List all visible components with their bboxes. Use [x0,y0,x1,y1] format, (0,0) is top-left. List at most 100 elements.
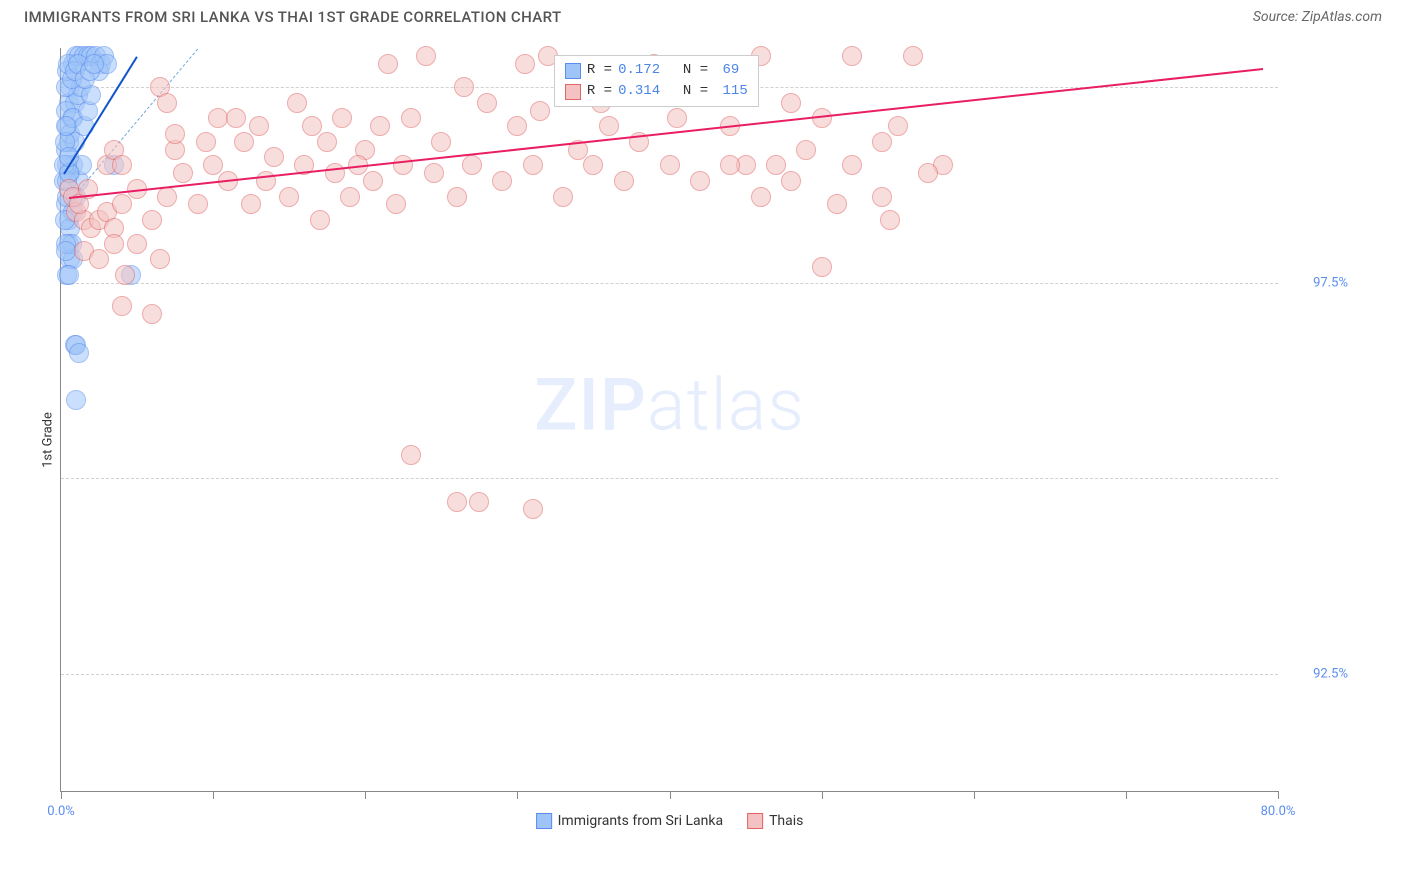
plot-area: ZIPatlas 92.5%97.5%0.0%80.0%R =0.172 N =… [60,48,1278,792]
stats-label-n: N = [666,81,708,102]
scatter-marker [507,116,527,136]
scatter-marker [188,194,208,214]
scatter-marker [89,249,109,269]
scatter-marker [196,132,216,152]
scatter-marker [59,265,79,285]
gridline [61,674,1278,675]
x-tick [974,791,975,799]
scatter-marker [69,343,89,363]
scatter-marker [173,163,193,183]
scatter-marker [880,210,900,230]
scatter-marker [142,210,162,230]
scatter-marker [842,155,862,175]
scatter-marker [157,187,177,207]
scatter-marker [690,171,710,191]
scatter-marker [115,265,135,285]
gridline [61,283,1278,284]
scatter-marker [827,194,847,214]
scatter-marker [888,116,908,136]
scatter-marker [918,163,938,183]
scatter-marker [302,116,322,136]
scatter-marker [386,194,406,214]
scatter-marker [401,445,421,465]
scatter-marker [165,124,185,144]
scatter-marker [781,171,801,191]
scatter-marker [903,46,923,66]
scatter-marker [469,492,489,512]
scatter-marker [523,155,543,175]
scatter-marker [599,116,619,136]
legend-label: Immigrants from Sri Lanka [558,813,723,829]
scatter-marker [150,249,170,269]
scatter-marker [112,155,132,175]
x-tick [670,791,671,799]
scatter-marker [142,304,162,324]
x-tick-label: 0.0% [47,804,75,819]
y-axis-label: 1st Grade [40,412,55,468]
scatter-marker [842,46,862,66]
scatter-marker [515,54,535,74]
scatter-marker [66,390,86,410]
scatter-marker [370,116,390,136]
scatter-marker [287,93,307,113]
scatter-marker [279,187,299,207]
scatter-marker [424,163,444,183]
scatter-marker [104,234,124,254]
scatter-marker [447,492,467,512]
x-tick [213,791,214,799]
chart-source: Source: ZipAtlas.com [1253,9,1382,25]
x-tick-label: 80.0% [1261,804,1296,819]
scatter-marker [249,116,269,136]
scatter-marker [431,132,451,152]
scatter-marker [751,187,771,207]
x-tick [61,791,62,799]
scatter-marker [84,54,104,74]
scatter-marker [340,187,360,207]
scatter-marker [226,108,246,128]
scatter-marker [401,108,421,128]
legend-label: Thais [769,813,803,829]
chart-title: IMMIGRANTS FROM SRI LANKA VS THAI 1ST GR… [24,8,562,26]
legend-swatch [565,84,581,100]
scatter-marker [208,108,228,128]
scatter-marker [157,93,177,113]
x-tick [1126,791,1127,799]
scatter-marker [56,116,76,136]
stats-row: R =0.172 N = 69 [565,60,748,81]
scatter-marker [310,210,330,230]
scatter-marker [462,155,482,175]
legend-swatch [565,63,581,79]
scatter-marker [667,108,687,128]
scatter-marker [766,155,786,175]
scatter-marker [325,163,345,183]
scatter-marker [796,140,816,160]
gridline [61,478,1278,479]
chart-header: IMMIGRANTS FROM SRI LANKA VS THAI 1ST GR… [0,0,1406,30]
stats-row: R =0.314 N = 115 [565,81,748,102]
watermark: ZIPatlas [534,362,805,447]
scatter-marker [477,93,497,113]
y-tick-label: 97.5% [1288,275,1348,290]
stats-label-r: R = [587,81,612,102]
scatter-marker [660,155,680,175]
scatter-marker [614,171,634,191]
chart-container: 1st Grade ZIPatlas 92.5%97.5%0.0%80.0%R … [48,48,1358,832]
scatter-marker [393,155,413,175]
scatter-marker [203,155,223,175]
scatter-marker [553,187,573,207]
scatter-marker [264,147,284,167]
x-tick [365,791,366,799]
scatter-marker [720,155,740,175]
scatter-marker [872,132,892,152]
scatter-marker [492,171,512,191]
stats-value-r: 0.172 [618,60,660,81]
scatter-marker [781,93,801,113]
scatter-marker [317,132,337,152]
scatter-marker [454,77,474,97]
x-tick [517,791,518,799]
legend-swatch [747,813,763,829]
x-tick [822,791,823,799]
stats-box: R =0.172 N = 69R =0.314 N = 115 [554,55,759,107]
scatter-marker [872,187,892,207]
scatter-marker [127,234,147,254]
